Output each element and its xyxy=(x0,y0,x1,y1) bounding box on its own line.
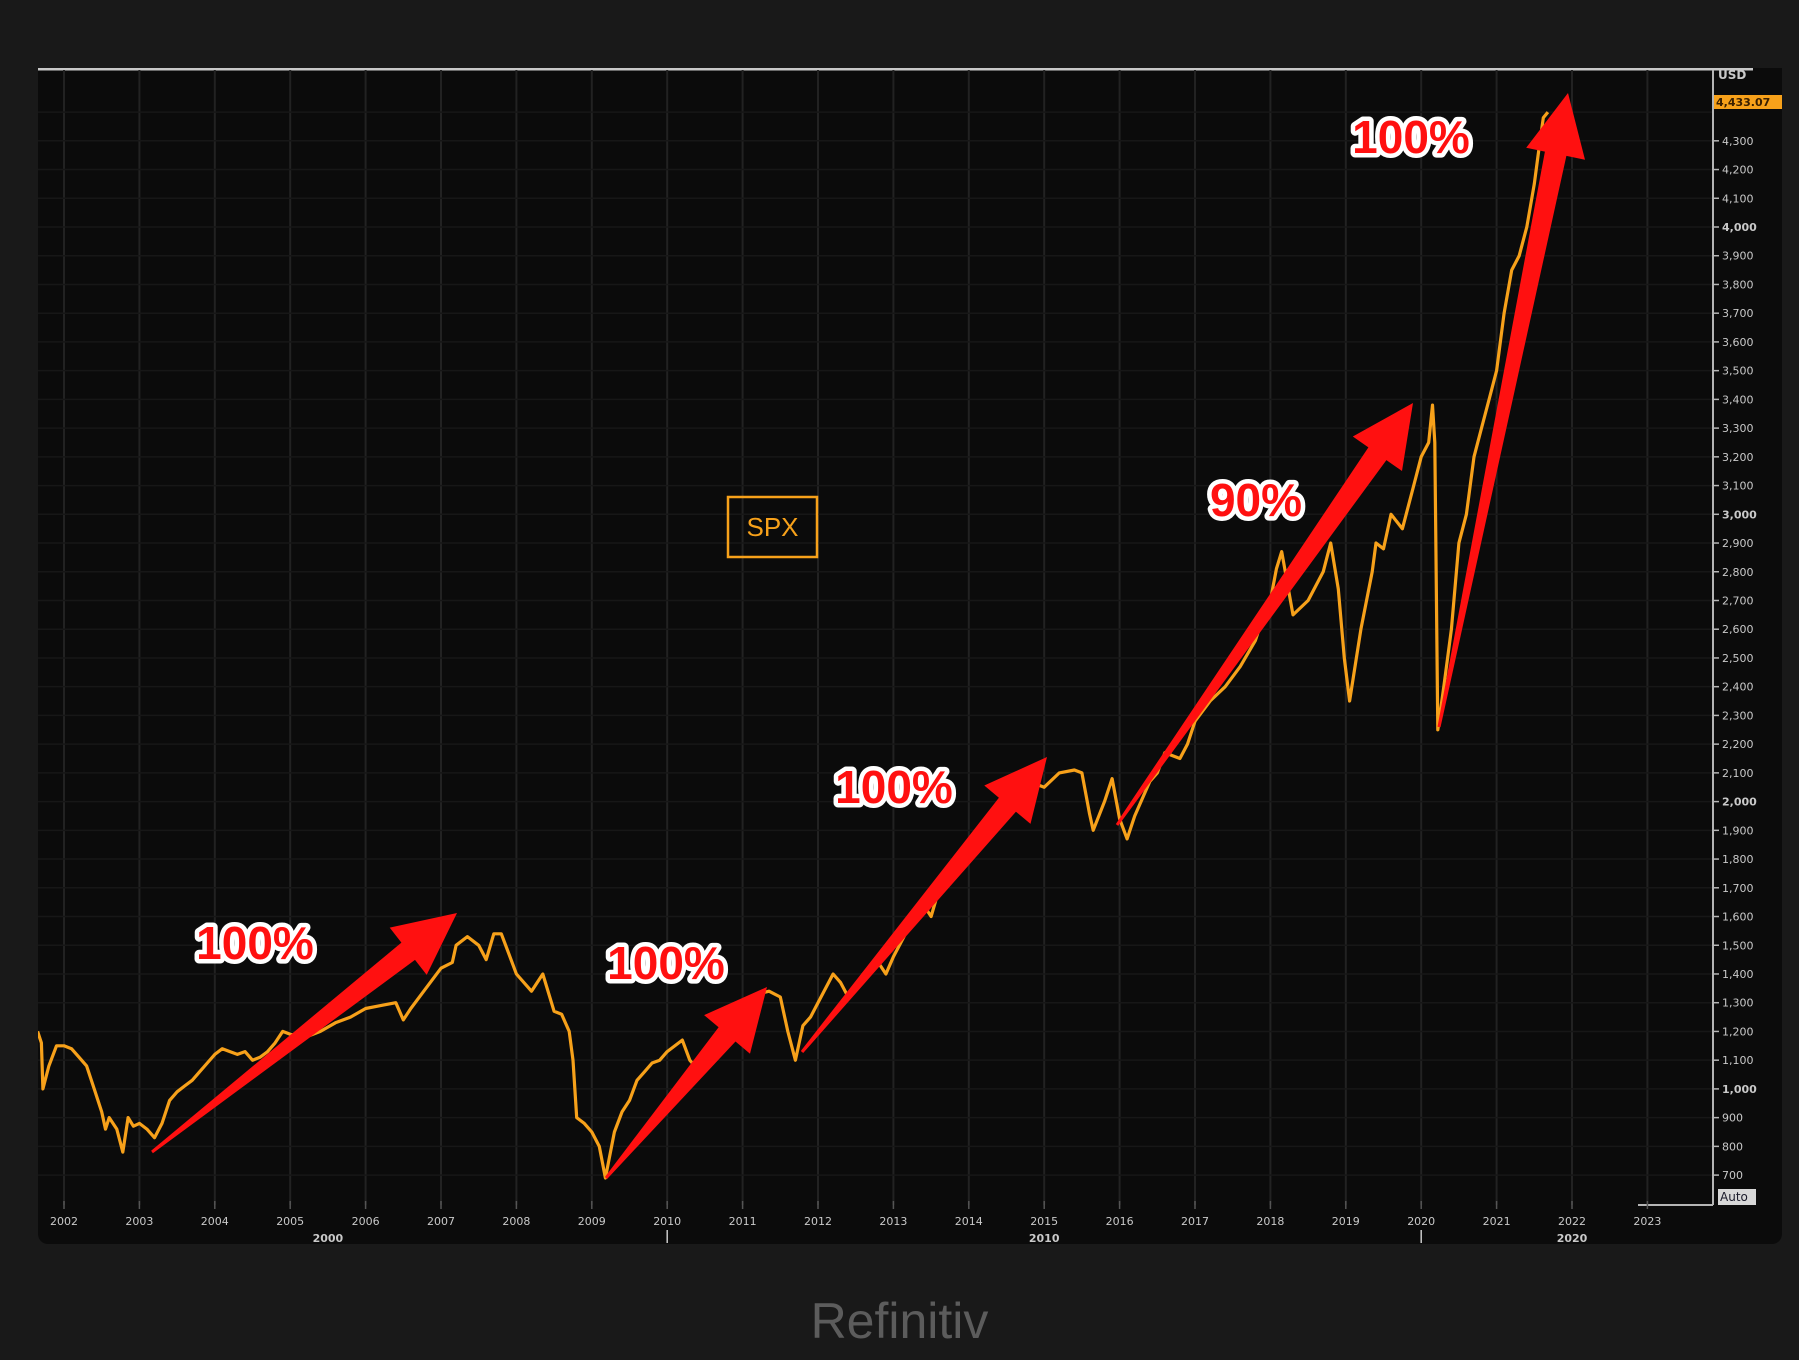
source-label: Refinitiv xyxy=(810,1293,989,1349)
y-tick-label: 3,200 xyxy=(1722,451,1754,464)
growth-label-outline: 100% xyxy=(607,937,725,989)
spx-chart: 700 800 900 1,000 1,100 1,200 1,300 1,400 1,500 1… xyxy=(38,68,1782,1244)
growth-label-outline: 100% xyxy=(196,917,314,969)
y-tick-label: 1,500 xyxy=(1722,939,1754,952)
x-tick-label: 2013 xyxy=(879,1215,907,1228)
growth-label: 100% xyxy=(196,917,314,969)
y-tick-label: 1,800 xyxy=(1722,853,1754,866)
x-tick-label: 2019 xyxy=(1332,1215,1360,1228)
x-tick-label: 2008 xyxy=(502,1215,530,1228)
y-tick-label: 3,500 xyxy=(1722,365,1754,378)
y-tick-label: 3,000 xyxy=(1722,508,1757,521)
y-tick-label: 1,300 xyxy=(1722,997,1754,1010)
grid-lines xyxy=(38,68,1753,1205)
y-tick-label: 800 xyxy=(1722,1140,1743,1153)
y-tick-label: 4,100 xyxy=(1722,192,1754,205)
x-tick-label: 2005 xyxy=(276,1215,304,1228)
currency-label: USD xyxy=(1718,68,1746,82)
y-tick-label: 1,000 xyxy=(1722,1083,1757,1096)
y-tick-label: 2,100 xyxy=(1722,767,1754,780)
x-tick-label: 2011 xyxy=(729,1215,757,1228)
y-tick-label: 700 xyxy=(1722,1169,1743,1182)
growth-annotations: 100%100% 100%100%100%100%90%90%100%100% xyxy=(151,93,1585,1179)
y-tick-label: 2,200 xyxy=(1722,738,1754,751)
auto-scale-button-bg xyxy=(1718,1189,1756,1205)
y-tick-label: 4,300 xyxy=(1722,135,1754,148)
y-axis: 700 800 900 1,000 1,100 1,200 1,300 1,400 1,500 1… xyxy=(1638,68,1782,1206)
y-tick-label: 2,300 xyxy=(1722,709,1754,722)
y-tick-label: 3,700 xyxy=(1722,307,1754,320)
x-tick-label: 2003 xyxy=(125,1215,153,1228)
spx-price-line xyxy=(38,111,1550,1180)
growth-arrow xyxy=(1115,403,1413,826)
growth-label-outline: 100% xyxy=(835,761,953,813)
y-tick-label: 3,100 xyxy=(1722,480,1754,493)
x-tick-label: 2015 xyxy=(1030,1215,1058,1228)
auto-scale-button[interactable]: Auto xyxy=(1718,1189,1756,1205)
y-tick-label: 900 xyxy=(1722,1112,1743,1125)
decade-label: 2020 xyxy=(1557,1232,1588,1244)
y-tick-label: 1,600 xyxy=(1722,911,1754,924)
legend-label: SPX xyxy=(746,512,798,542)
x-tick-label: 2014 xyxy=(955,1215,983,1228)
growth-label: 100% xyxy=(835,761,953,813)
growth-label-outline: 90% xyxy=(1210,474,1302,526)
x-tick-label: 2009 xyxy=(578,1215,606,1228)
x-tick-label: 2012 xyxy=(804,1215,832,1228)
y-tick-label: 2,800 xyxy=(1722,566,1754,579)
chart-panel: 700 800 900 1,000 1,100 1,200 1,300 1,400 1,500 1… xyxy=(38,68,1782,1244)
growth-label: 90% xyxy=(1210,474,1302,526)
x-tick-label: 2021 xyxy=(1483,1215,1511,1228)
x-tick-label: 2018 xyxy=(1256,1215,1284,1228)
x-tick-label: 2017 xyxy=(1181,1215,1209,1228)
legend-box xyxy=(726,495,819,559)
growth-label: 100% xyxy=(607,937,725,989)
y-tick-label: 1,200 xyxy=(1722,1025,1754,1038)
decade-label: 2000 xyxy=(313,1232,344,1244)
y-tick-label: 2,400 xyxy=(1722,681,1754,694)
y-tick-label: 3,400 xyxy=(1722,393,1754,406)
x-tick-label: 2002 xyxy=(50,1215,78,1228)
spx-line-path xyxy=(38,111,1550,1180)
y-tick-label: 2,000 xyxy=(1722,796,1757,809)
y-tick-label: 2,700 xyxy=(1722,594,1754,607)
decade-label: 2010 xyxy=(1029,1232,1060,1244)
y-tick-label: 1,100 xyxy=(1722,1054,1754,1067)
growth-label-outline: 100% xyxy=(1352,111,1470,163)
last-price-value: 4,433.07 xyxy=(1716,96,1770,109)
x-tick-label: 2022 xyxy=(1558,1215,1586,1228)
x-tick-label: 2006 xyxy=(352,1215,380,1228)
y-tick-label: 4,000 xyxy=(1722,221,1757,234)
growth-arrow xyxy=(1437,93,1585,728)
y-tick-label: 4,200 xyxy=(1722,164,1754,177)
x-tick-label: 2007 xyxy=(427,1215,455,1228)
x-tick-label: 2020 xyxy=(1407,1215,1435,1228)
y-tick-label: 3,900 xyxy=(1722,250,1754,263)
growth-arrow xyxy=(151,913,457,1154)
y-tick-label: 2,600 xyxy=(1722,623,1754,636)
y-tick-label: 2,500 xyxy=(1722,652,1754,665)
y-tick-label: 1,700 xyxy=(1722,882,1754,895)
x-tick-label: 2004 xyxy=(201,1215,229,1228)
y-tick-label: 3,600 xyxy=(1722,336,1754,349)
growth-label: 100% xyxy=(1352,111,1470,163)
y-tick-label: 2,900 xyxy=(1722,537,1754,550)
x-tick-label: 2010 xyxy=(653,1215,681,1228)
series-legend-spx: SPX xyxy=(726,495,819,559)
y-tick-label: 1,400 xyxy=(1722,968,1754,981)
auto-scale-label: Auto xyxy=(1720,1190,1748,1204)
y-tick-label: 3,300 xyxy=(1722,422,1754,435)
x-tick-label: 2023 xyxy=(1633,1215,1661,1228)
growth-arrow xyxy=(800,757,1047,1053)
last-price-badge xyxy=(1714,95,1782,109)
growth-arrow xyxy=(604,987,767,1179)
y-tick-label: 1,900 xyxy=(1722,824,1754,837)
x-axis: 2002 2003 2004 2005 2006 2007 2008 2009 2010 2011… xyxy=(50,1201,1661,1244)
y-tick-label: 3,800 xyxy=(1722,278,1754,291)
x-tick-label: 2016 xyxy=(1106,1215,1134,1228)
